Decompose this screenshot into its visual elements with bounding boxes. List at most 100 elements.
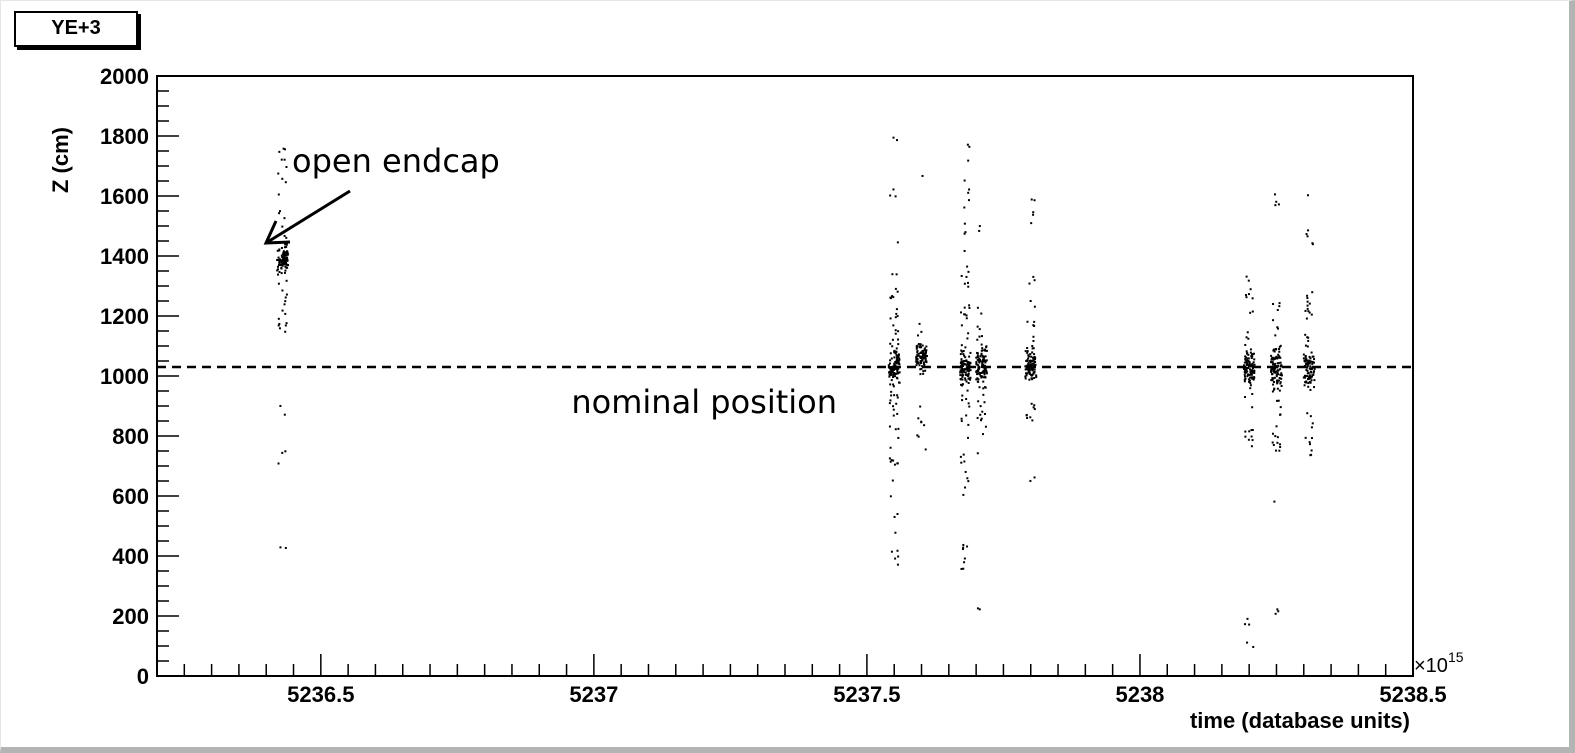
data-point — [1249, 376, 1252, 379]
data-point — [1028, 371, 1031, 374]
data-point — [965, 380, 968, 383]
data-point — [1313, 386, 1316, 389]
data-point — [921, 353, 924, 356]
data-point — [1275, 348, 1278, 351]
data-point — [919, 356, 922, 359]
data-point — [1310, 371, 1313, 374]
data-point — [1252, 352, 1255, 355]
data-point — [285, 245, 288, 248]
data-point — [282, 250, 285, 253]
data-point — [924, 357, 927, 360]
y-tick-label: 1400 — [100, 244, 149, 269]
data-point — [1246, 617, 1249, 620]
data-point — [1279, 381, 1282, 384]
data-point — [1249, 288, 1252, 291]
data-point — [888, 373, 891, 376]
data-point — [1307, 377, 1310, 380]
y-tick-label: 0 — [137, 664, 149, 689]
data-point — [966, 337, 969, 340]
data-point — [1029, 359, 1032, 362]
data-point — [922, 350, 925, 353]
data-point — [280, 158, 283, 161]
data-point — [961, 399, 964, 402]
data-point — [960, 358, 963, 361]
data-point — [960, 360, 963, 363]
data-point — [1251, 353, 1254, 356]
data-point — [1033, 368, 1036, 371]
data-point — [1247, 366, 1250, 369]
data-point — [1250, 357, 1253, 360]
data-point — [1310, 351, 1313, 354]
data-point — [278, 322, 281, 325]
data-point — [964, 377, 967, 380]
data-point — [918, 346, 921, 349]
data-point — [975, 378, 978, 381]
data-point — [984, 361, 987, 364]
data-point — [1276, 382, 1279, 385]
data-point — [282, 147, 285, 150]
data-point — [962, 543, 965, 546]
data-point — [1273, 500, 1276, 503]
data-point — [897, 359, 900, 362]
data-point — [967, 199, 970, 202]
data-point — [978, 386, 981, 389]
data-point — [1306, 365, 1309, 368]
data-point — [919, 361, 922, 364]
data-point — [1279, 356, 1282, 359]
data-point — [984, 386, 987, 389]
data-point — [894, 375, 897, 378]
data-point — [960, 367, 963, 370]
data-point — [283, 258, 286, 261]
data-point — [978, 328, 981, 331]
data-point — [1276, 441, 1279, 444]
data-point — [978, 365, 981, 368]
data-point — [1027, 362, 1030, 365]
data-point — [285, 257, 288, 260]
data-point — [961, 394, 964, 397]
data-point — [280, 254, 283, 257]
data-point — [895, 350, 898, 353]
data-point — [924, 356, 927, 359]
data-point — [976, 452, 979, 455]
data-point — [889, 317, 892, 320]
data-point — [1035, 374, 1038, 377]
data-point — [1024, 377, 1027, 380]
data-point — [1249, 311, 1252, 314]
data-point — [281, 263, 284, 266]
data-point — [1274, 435, 1277, 438]
data-point — [915, 360, 918, 363]
data-point — [1248, 380, 1251, 383]
data-point — [1306, 307, 1309, 310]
data-point — [975, 356, 978, 359]
data-point — [286, 250, 289, 253]
data-point — [1026, 364, 1029, 367]
data-point — [1309, 357, 1312, 360]
data-point — [894, 360, 897, 363]
data-point — [1250, 435, 1253, 438]
data-point — [920, 355, 923, 358]
data-point — [921, 174, 924, 177]
data-point — [285, 293, 288, 296]
data-point — [1250, 376, 1253, 379]
data-point — [1025, 374, 1028, 377]
data-point — [1304, 376, 1307, 379]
data-point — [890, 373, 893, 376]
data-point — [1305, 233, 1308, 236]
data-point — [1272, 349, 1275, 352]
data-point — [896, 315, 899, 318]
data-point — [961, 350, 964, 353]
data-point — [889, 399, 892, 402]
data-point — [278, 259, 281, 262]
data-point — [284, 296, 287, 299]
data-point — [285, 279, 288, 282]
data-point — [1308, 362, 1311, 365]
data-point — [890, 379, 893, 382]
data-point — [897, 343, 900, 346]
x-axis-ticks — [156, 654, 1414, 676]
data-point — [966, 545, 969, 548]
data-point — [1307, 229, 1310, 232]
data-point — [1244, 430, 1247, 433]
data-point — [916, 360, 919, 363]
data-point — [967, 191, 970, 194]
